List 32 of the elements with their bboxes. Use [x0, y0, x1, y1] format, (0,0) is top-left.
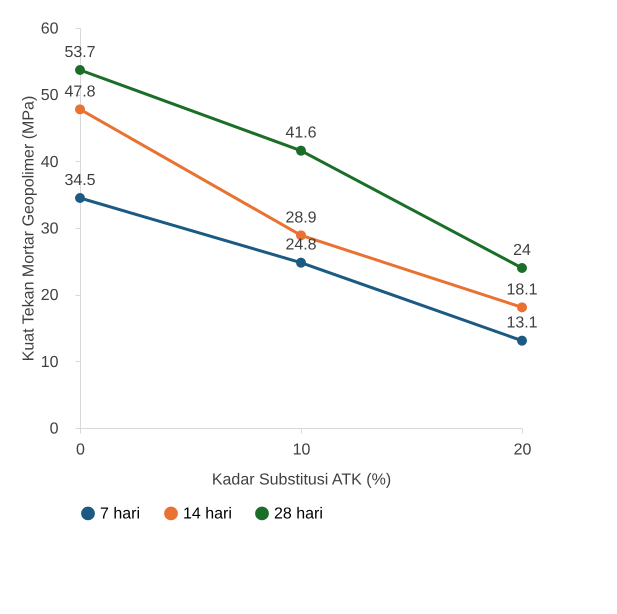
y-tick-label: 60	[40, 20, 59, 38]
point	[296, 258, 306, 268]
point	[75, 65, 85, 75]
x-tick-label: 10	[292, 442, 310, 458]
y-tick-label: 10	[40, 354, 59, 371]
y-tick-label: 20	[40, 287, 59, 304]
data-label: 24.8	[285, 236, 317, 254]
legend-label: 14 hari	[183, 505, 232, 522]
point	[517, 302, 527, 312]
x-axis-title: Kadar Substitusi ATK (%)	[212, 472, 392, 488]
data-label: 28.9	[285, 209, 317, 226]
legend-label: 7 hari	[100, 505, 140, 522]
data-label: 24	[513, 242, 531, 259]
y-tick-label: 50	[40, 87, 59, 104]
legend-label: 28 hari	[274, 505, 323, 522]
point	[517, 336, 527, 346]
y-tick-label: 0	[50, 420, 59, 438]
data-label: 18.1	[506, 281, 538, 298]
point	[517, 263, 527, 273]
y-axis-title: Kuat Tekan Mortar Geopolimer (MPa)	[20, 96, 38, 362]
point	[75, 193, 85, 203]
data-label: 41.6	[285, 124, 317, 142]
point	[75, 104, 85, 114]
y-tick-label: 30	[40, 220, 59, 238]
data-label: 47.8	[64, 83, 96, 100]
y-tick-label: 40	[40, 154, 59, 171]
x-tick-label: 20	[514, 442, 532, 458]
data-label: 13.1	[506, 314, 538, 332]
point	[296, 146, 306, 156]
data-label: 53.7	[64, 44, 96, 61]
x-tick-label: 0	[76, 442, 86, 458]
data-label: 34.5	[64, 172, 96, 189]
